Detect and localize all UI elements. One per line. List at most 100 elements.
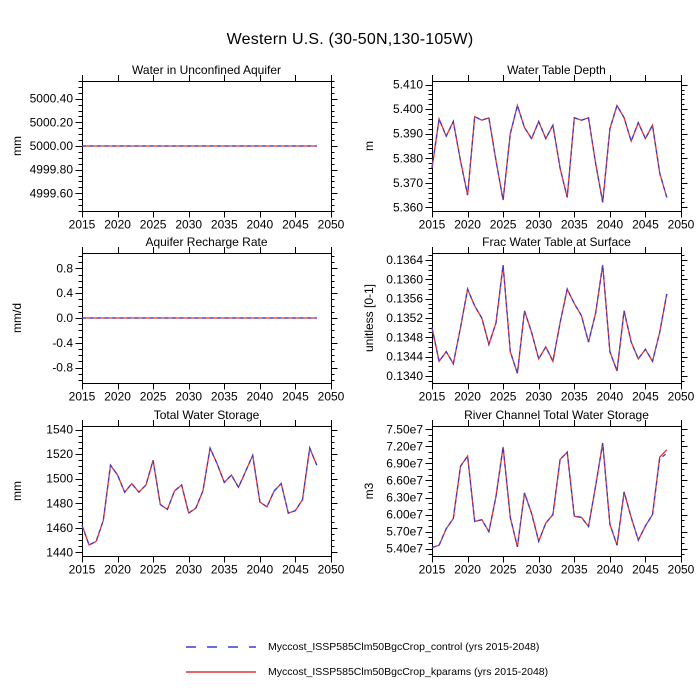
y-tick-label: 7.50e7: [386, 422, 423, 436]
x-tick-label: 2035: [211, 390, 238, 404]
y-tick-label: 5.380: [393, 151, 423, 165]
x-tick-label: 2040: [597, 218, 624, 232]
y-axis-label-m: m: [362, 141, 376, 151]
x-tick-label: 2045: [282, 390, 309, 404]
y-axis-label-mm-storage: mm: [10, 481, 24, 501]
x-tick-label: 2025: [490, 218, 517, 232]
x-tick-label: 2045: [632, 218, 659, 232]
x-tick-label: 2020: [454, 563, 481, 577]
y-tick-label: 1440: [46, 545, 73, 559]
x-tick-label: 2020: [454, 390, 481, 404]
legend-entry-control: Myccost_ISSP585Clm50BgcCrop_control (yrs…: [185, 641, 539, 653]
x-tick-label: 2050: [668, 563, 695, 577]
legend-line-solid-icon: [186, 671, 256, 673]
y-tick-label: 0.1344: [386, 350, 423, 364]
y-tick-label: 6.60e7: [386, 473, 423, 487]
y-tick-label: 5000.40: [30, 92, 74, 106]
data-line-kparams: [431, 264, 668, 374]
x-tick-label: 2015: [419, 218, 446, 232]
x-tick-label: 2015: [69, 563, 96, 577]
chart-title-aquifer-recharge-rate: Aquifer Recharge Rate: [145, 235, 268, 249]
data-line-kparams: [431, 442, 668, 549]
x-tick-label: 2030: [525, 563, 552, 577]
x-tick-label: 2050: [318, 218, 345, 232]
x-tick-label: 2045: [632, 563, 659, 577]
x-tick-label: 2040: [247, 390, 274, 404]
y-tick-label: -0.8: [52, 361, 73, 375]
chart-title-river-channel-total-water-storage: River Channel Total Water Storage: [464, 408, 649, 422]
y-tick-label: 5.390: [393, 127, 423, 141]
y-tick-label: 5.70e7: [386, 525, 423, 539]
x-tick-label: 2030: [175, 390, 202, 404]
x-tick-label: 2020: [104, 563, 131, 577]
data-line-control: [81, 445, 318, 546]
axis-frame: [432, 426, 682, 557]
x-tick-label: 2045: [632, 390, 659, 404]
y-tick-label: 1460: [46, 521, 73, 535]
y-tick-label: -0.4: [52, 336, 73, 350]
legend-label-kparams: Myccost_ISSP585Clm50BgcCrop_kparams (yrs…: [268, 666, 549, 678]
legend-label-control: Myccost_ISSP585Clm50BgcCrop_control (yrs…: [268, 641, 540, 653]
x-tick-label: 2035: [561, 390, 588, 404]
y-axis-label-m3: m3: [362, 482, 376, 500]
x-tick-label: 2045: [282, 563, 309, 577]
data-line-kparams: [81, 445, 318, 546]
chart-title-water-in-unconfined-aquifer: Water in Unconfined Aquifer: [132, 63, 281, 77]
y-tick-label: 5.360: [393, 200, 423, 214]
x-tick-label: 2050: [668, 218, 695, 232]
x-tick-label: 2050: [318, 390, 345, 404]
x-tick-label: 2025: [490, 563, 517, 577]
y-tick-label: 0.8: [56, 261, 73, 275]
x-tick-label: 2030: [175, 218, 202, 232]
figure-title: Western U.S. (30-50N,130-105W): [226, 31, 474, 48]
y-tick-label: 6.30e7: [386, 491, 423, 505]
x-tick-label: 2030: [525, 390, 552, 404]
x-tick-label: 2020: [104, 218, 131, 232]
x-tick-label: 2040: [597, 563, 624, 577]
x-tick-label: 2025: [140, 390, 167, 404]
x-tick-label: 2020: [454, 218, 481, 232]
x-tick-label: 2030: [175, 563, 202, 577]
y-tick-label: 0.1364: [386, 253, 423, 267]
x-tick-label: 2015: [69, 390, 96, 404]
y-tick-label: 5.370: [393, 176, 423, 190]
axis-frame: [432, 81, 682, 212]
data-line-control: [431, 442, 668, 549]
y-tick-label: 0.4: [56, 286, 73, 300]
y-axis-label-unitless: unitless [0-1]: [362, 283, 376, 353]
y-tick-label: 0.1360: [386, 272, 423, 286]
y-tick-label: 5000.20: [30, 115, 74, 129]
x-tick-label: 2045: [282, 218, 309, 232]
y-tick-label: 5000.00: [30, 139, 74, 153]
x-tick-label: 2040: [597, 390, 624, 404]
x-tick-label: 2040: [247, 218, 274, 232]
y-tick-label: 0.1348: [386, 330, 423, 344]
x-tick-label: 2030: [525, 218, 552, 232]
x-tick-label: 2035: [211, 218, 238, 232]
x-tick-label: 2015: [419, 563, 446, 577]
y-axis-label-mm-aquifer: mm: [10, 136, 24, 156]
x-tick-label: 2050: [318, 563, 345, 577]
y-tick-label: 6.00e7: [386, 508, 423, 522]
x-tick-label: 2035: [561, 218, 588, 232]
y-tick-label: 5.400: [393, 102, 423, 116]
chart-title-total-water-storage: Total Water Storage: [153, 408, 260, 422]
x-tick-label: 2015: [69, 218, 96, 232]
data-line-kparams: [431, 103, 668, 203]
y-tick-label: 5.40e7: [386, 542, 423, 556]
data-line-control: [431, 103, 668, 203]
x-tick-label: 2015: [419, 390, 446, 404]
y-tick-label: 0.1340: [386, 369, 423, 383]
y-tick-label: 6.90e7: [386, 456, 423, 470]
chart-title-water-table-depth: Water Table Depth: [507, 63, 606, 77]
x-tick-label: 2050: [668, 390, 695, 404]
x-tick-label: 2025: [140, 563, 167, 577]
legend-entry-kparams: Myccost_ISSP585Clm50BgcCrop_kparams (yrs…: [185, 666, 548, 678]
legend-line-dashed-icon: [186, 646, 256, 648]
y-tick-label: 5.410: [393, 78, 423, 92]
y-tick-label: 1520: [46, 447, 73, 461]
y-tick-label: 1500: [46, 472, 73, 486]
x-tick-label: 2035: [211, 563, 238, 577]
